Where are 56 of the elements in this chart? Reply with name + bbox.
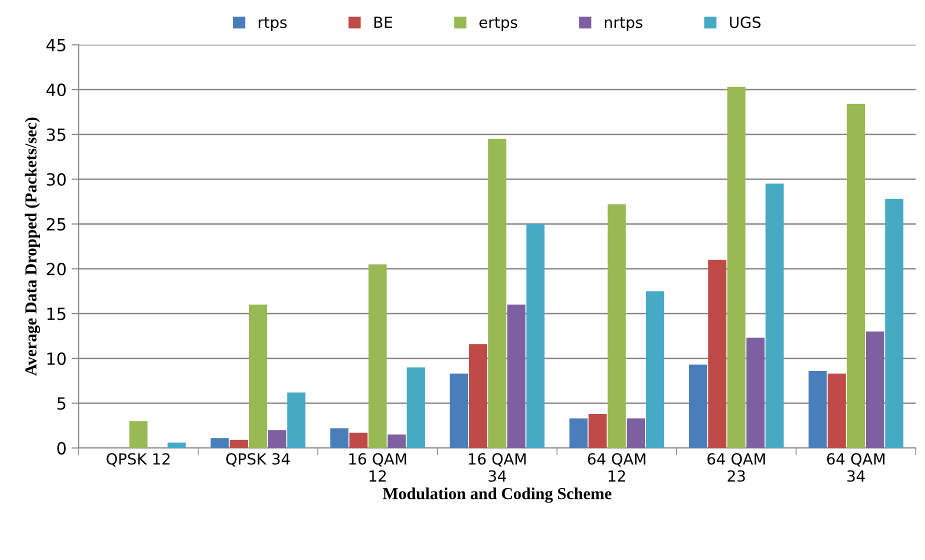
- bar: [569, 418, 588, 448]
- y-tick-label: 10: [47, 352, 66, 365]
- bar: [727, 86, 746, 448]
- bar: [588, 414, 607, 448]
- x-tick-label: 64 QAM 12: [588, 453, 646, 482]
- bar: [746, 338, 765, 448]
- legend-label: UGS: [730, 16, 761, 28]
- x-tick-label: 64 QAM 34: [827, 453, 884, 482]
- y-tick-label: 30: [46, 173, 66, 186]
- y-tick-label: 40: [46, 84, 66, 96]
- y-tick-label: 25: [46, 218, 66, 231]
- bar: [468, 344, 488, 448]
- bar: [866, 332, 884, 448]
- x-tick-label: QPSK 34: [226, 453, 290, 466]
- bar: [248, 304, 268, 448]
- legend-label: rtps: [258, 17, 287, 32]
- bar: [129, 421, 148, 448]
- bar: [708, 260, 726, 448]
- bar: [689, 364, 708, 448]
- legend-label: BE: [374, 16, 392, 28]
- y-tick-label: 5: [58, 397, 66, 410]
- bar: [846, 104, 866, 448]
- y-tick-label: 0: [57, 442, 66, 455]
- bar: [268, 430, 286, 448]
- y-tick-label: 35: [46, 128, 66, 141]
- bar: [330, 428, 348, 448]
- bar: [488, 138, 506, 448]
- bar: [230, 440, 248, 448]
- bar: [168, 442, 186, 448]
- bar: [608, 204, 626, 448]
- bar: [406, 367, 425, 448]
- x-tick-label: 64 QAM 23: [707, 453, 765, 482]
- x-axis-title: Modulation and Coding Scheme: [382, 488, 612, 503]
- y-tick-label: 45: [46, 38, 66, 52]
- bar: [766, 184, 784, 448]
- bar: [885, 198, 904, 448]
- bar: [808, 370, 827, 448]
- bar: [210, 438, 229, 448]
- legend-label: ertps: [479, 17, 518, 32]
- bar: [828, 374, 846, 448]
- bar: [507, 304, 526, 448]
- bar: [646, 291, 664, 448]
- x-tick-label: QPSK 12: [106, 453, 170, 466]
- x-tick-label: 16 QAM 34: [468, 453, 526, 482]
- bar: [368, 264, 387, 448]
- bar: [450, 374, 468, 448]
- bar: [388, 434, 406, 448]
- bar: [349, 432, 368, 448]
- legend-label: nrtps: [604, 17, 642, 32]
- y-axis-title: Average Data Dropped (Packets/sec): [24, 118, 40, 376]
- bar: [287, 392, 306, 448]
- y-tick-label: 20: [46, 262, 66, 276]
- y-tick-label: 15: [47, 308, 66, 320]
- bar: [526, 224, 545, 448]
- bar: [626, 418, 645, 448]
- x-tick-label: 16 QAM 12: [349, 453, 406, 482]
